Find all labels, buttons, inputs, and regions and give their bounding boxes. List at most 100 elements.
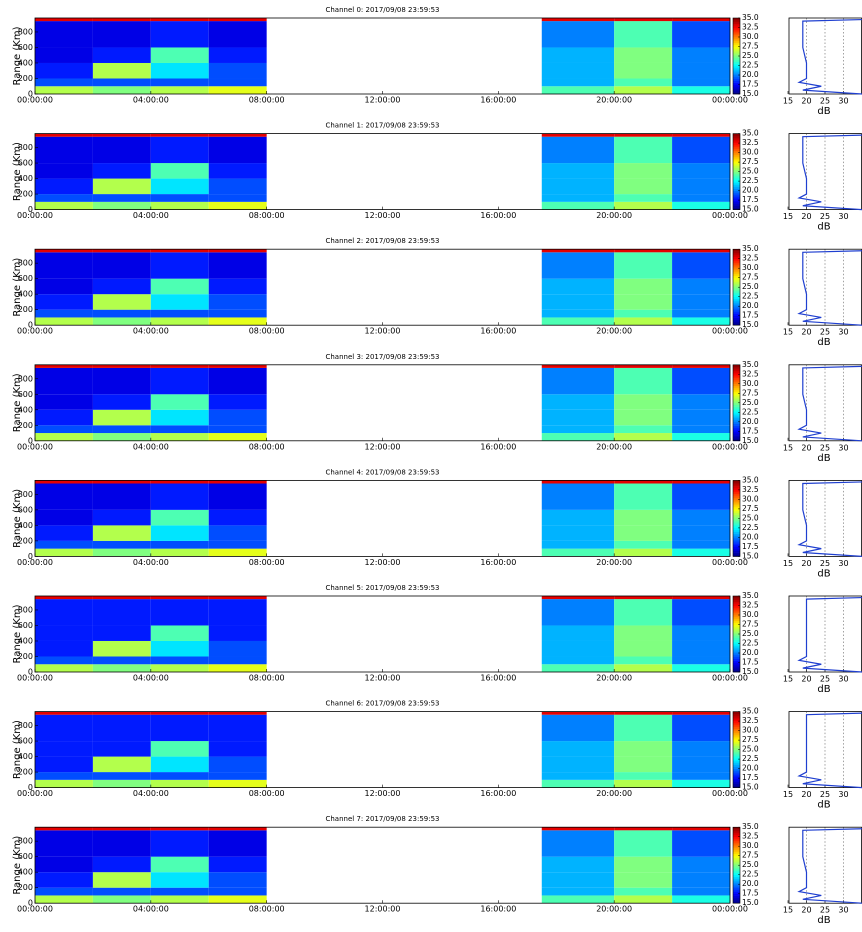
- heatmap-cell: [614, 772, 673, 780]
- heatmap-cell: [614, 779, 673, 788]
- colorbar-swatch: [733, 61, 740, 64]
- heatmap-cell: [614, 664, 673, 672]
- heatmap-cell: [35, 425, 93, 434]
- y-tick-label: 400: [18, 752, 33, 761]
- heatmap-cell: [208, 509, 267, 526]
- colorbar-swatch: [733, 654, 740, 658]
- colorbar-swatch: [733, 65, 740, 68]
- colorbar-tick-label: 15.0: [742, 320, 759, 329]
- colorbar-swatch: [733, 264, 740, 267]
- colorbar-swatch: [733, 524, 740, 527]
- heatmap-cell: [672, 756, 730, 773]
- heatmap-cell: [672, 664, 730, 672]
- x-tick-label: 00:00:00: [17, 558, 53, 567]
- colorbar-tick-label: 27.5: [742, 735, 759, 744]
- colorbar-swatch: [733, 27, 740, 30]
- x-tick-label: 00:00:00: [17, 442, 53, 451]
- colorbar-swatch: [733, 148, 740, 151]
- heatmap-cell: [150, 483, 209, 510]
- colorbar-swatch: [733, 846, 740, 849]
- y-tick-label: 600: [18, 43, 33, 52]
- colorbar-swatch: [733, 167, 740, 170]
- colorbar-swatch: [733, 747, 740, 750]
- colorbar-swatch: [733, 92, 740, 95]
- colorbar-swatch: [733, 169, 740, 172]
- colorbar-swatch: [733, 643, 740, 646]
- colorbar-swatch: [733, 764, 740, 767]
- heatmap-cell: [541, 887, 615, 896]
- colorbar-swatch: [733, 433, 740, 436]
- heatmap-cell: [208, 656, 267, 665]
- heatmap-cell: [541, 364, 615, 368]
- heatmap-cell: [92, 252, 151, 279]
- heatmap-cell: [208, 895, 267, 904]
- colorbar-swatch: [733, 628, 740, 631]
- y-tick-label: 0: [28, 205, 33, 214]
- heatmap-cell: [541, 895, 615, 904]
- heatmap-cell: [541, 18, 615, 22]
- colorbar-swatch: [733, 31, 740, 34]
- y-tick-label: 200: [18, 883, 33, 892]
- colorbar-swatch: [733, 743, 740, 747]
- heatmap-cell: [35, 317, 93, 326]
- colorbar-swatch: [733, 268, 740, 271]
- colorbar-swatch: [733, 437, 740, 440]
- colorbar-swatch: [733, 171, 740, 174]
- x-tick-label: 04:00:00: [133, 558, 169, 567]
- heatmap-cell: [672, 425, 730, 434]
- colorbar-swatch: [733, 876, 740, 879]
- heatmap-cell: [541, 830, 615, 857]
- x-tick-label: 00:00:00: [17, 211, 53, 220]
- colorbar-swatch: [733, 770, 740, 773]
- profile-x-tick-label: 30: [838, 212, 848, 221]
- heatmap-cell: [35, 78, 93, 87]
- x-tick-label: 20:00:00: [596, 96, 632, 105]
- colorbar-swatch: [733, 200, 740, 203]
- y-tick-label: 400: [18, 58, 33, 67]
- colorbar-swatch: [733, 653, 740, 656]
- colorbar-tick-label: 17.5: [742, 658, 759, 667]
- colorbar-swatch: [733, 281, 740, 284]
- colorbar-swatch: [733, 597, 740, 601]
- x-tick-label: 08:00:00: [249, 558, 285, 567]
- x-tick-label: 00:00:00: [17, 674, 53, 683]
- colorbar-swatch: [733, 80, 740, 83]
- heatmap-cell: [672, 548, 730, 557]
- colorbar-swatch: [733, 634, 740, 637]
- colorbar-swatch: [733, 285, 740, 288]
- colorbar-tick-label: 35.0: [742, 707, 759, 716]
- colorbar-swatch: [733, 313, 740, 316]
- colorbar-swatch: [733, 658, 740, 661]
- colorbar-swatch: [733, 611, 740, 614]
- colorbar-swatch: [733, 899, 740, 902]
- colorbar-swatch: [733, 603, 740, 606]
- heatmap-cell: [150, 772, 209, 780]
- colorbar-swatch: [733, 596, 740, 599]
- profile-line: [797, 18, 862, 95]
- heatmap-cell: [614, 317, 673, 326]
- heatmap-cell: [35, 136, 93, 164]
- heatmap-cell: [92, 827, 151, 831]
- heatmap-cell: [541, 741, 615, 757]
- colorbar-swatch: [733, 158, 740, 161]
- colorbar-swatch: [733, 895, 740, 898]
- colorbar-swatch: [733, 488, 740, 491]
- heatmap-cell: [150, 367, 209, 395]
- heatmap-cell: [208, 62, 267, 79]
- heatmap-cell: [614, 194, 673, 202]
- colorbar-swatch: [733, 275, 740, 278]
- heatmap-cell: [150, 895, 209, 904]
- profile-x-label: dB: [817, 337, 830, 348]
- colorbar-swatch: [733, 75, 740, 78]
- profile-x-tick-label: 15: [783, 675, 793, 684]
- heatmap-cell: [672, 596, 730, 600]
- profile-x-tick-label: 15: [783, 790, 793, 799]
- colorbar-swatch: [733, 381, 740, 385]
- colorbar-swatch: [733, 637, 740, 640]
- heatmap-cell: [150, 656, 209, 665]
- colorbar-swatch: [733, 54, 740, 57]
- heatmap-cell: [208, 640, 267, 657]
- colorbar-swatch: [733, 154, 740, 157]
- colorbar-swatch: [733, 624, 740, 627]
- x-tick-label: 12:00:00: [365, 905, 401, 914]
